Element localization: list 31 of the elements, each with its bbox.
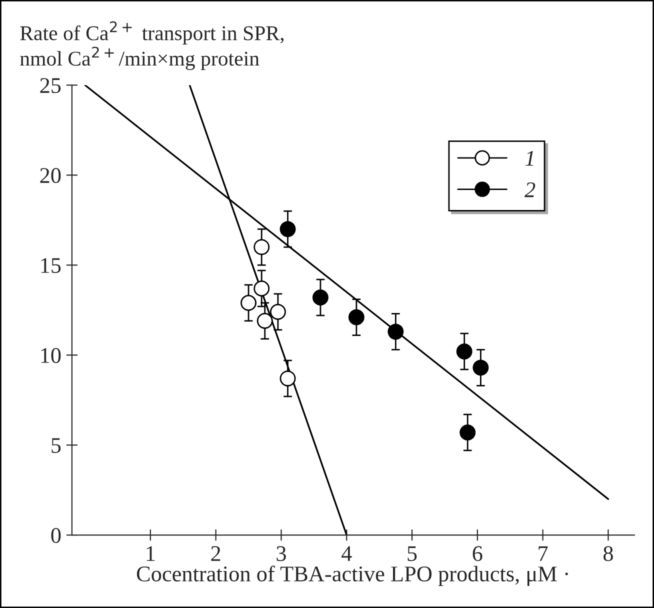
x-tick-label: 8 xyxy=(604,546,613,562)
x-tick-label: 7 xyxy=(538,546,548,561)
point xyxy=(270,304,286,320)
y-tick-label: 10 xyxy=(41,348,61,363)
text: Rate of Ca$^{2+}$ transport in SPR, nmol Ca$^{2+}$/min×mg protein xyxy=(20,21,284,70)
point xyxy=(280,370,296,386)
x-tick-label: 6 xyxy=(472,546,482,562)
point xyxy=(456,343,472,360)
x-tick-label: 2 xyxy=(211,546,220,561)
y-tick-label: 5 xyxy=(52,438,61,453)
x-tick-label: 4 xyxy=(342,546,352,561)
x-tick-label: 5 xyxy=(408,546,417,562)
legend-label: 2 xyxy=(524,182,536,198)
point xyxy=(254,280,270,296)
x-axis-title: Cocentration of TBA-active LPO products, μM · xyxy=(136,566,568,586)
point xyxy=(348,309,364,326)
y-tick-label: 0 xyxy=(51,528,61,543)
x-tick-label: 1 xyxy=(146,546,155,561)
legend-label: 1 xyxy=(525,150,534,166)
y-tick-label: 15 xyxy=(41,258,61,274)
x-tick-label: 3 xyxy=(276,546,286,562)
point xyxy=(388,324,404,340)
point xyxy=(256,312,273,329)
point xyxy=(280,221,296,238)
point xyxy=(312,290,328,306)
point xyxy=(254,239,270,256)
point xyxy=(472,360,489,376)
point xyxy=(460,424,476,440)
y-tick-label: 20 xyxy=(40,168,61,184)
y-tick-label: 25 xyxy=(40,78,61,94)
point xyxy=(240,294,256,311)
